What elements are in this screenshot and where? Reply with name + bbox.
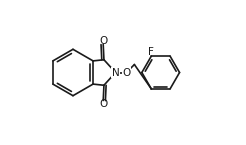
Text: N: N xyxy=(112,68,119,77)
Text: O: O xyxy=(99,36,107,46)
Text: F: F xyxy=(148,47,154,57)
Text: O: O xyxy=(99,99,107,109)
Text: O: O xyxy=(122,68,131,77)
